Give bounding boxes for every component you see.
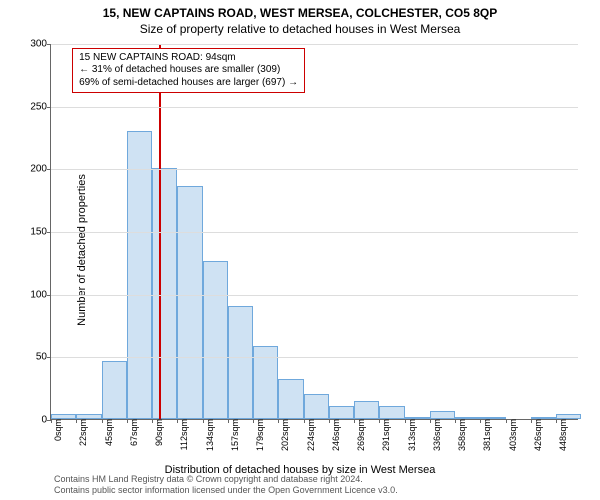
ytick-label: 50 <box>36 352 51 363</box>
xtick-label: 358sqm <box>455 419 467 451</box>
ytick-label: 200 <box>30 164 51 175</box>
histogram-bar <box>379 406 404 419</box>
xtick-label: 313sqm <box>405 419 417 451</box>
gridline <box>51 295 578 296</box>
histogram-bar <box>304 394 329 419</box>
xtick-label: 22sqm <box>76 419 88 446</box>
xtick-label: 134sqm <box>203 419 215 451</box>
xtick-label: 403sqm <box>506 419 518 451</box>
ytick-label: 0 <box>41 415 51 426</box>
xtick-label: 246sqm <box>329 419 341 451</box>
xtick-label: 45sqm <box>102 419 114 446</box>
histogram-bar <box>430 411 455 419</box>
xtick-label: 448sqm <box>556 419 568 451</box>
gridline <box>51 357 578 358</box>
title-block: 15, NEW CAPTAINS ROAD, WEST MERSEA, COLC… <box>0 0 600 36</box>
annotation-line-3: 69% of semi-detached houses are larger (… <box>79 77 298 90</box>
annotation-line-2: ← 31% of detached houses are smaller (30… <box>79 64 298 77</box>
xtick-label: 0sqm <box>51 419 63 441</box>
ytick-label: 100 <box>30 289 51 300</box>
histogram-bar <box>354 401 379 419</box>
histogram-bar <box>329 406 354 419</box>
gridline <box>51 107 578 108</box>
ytick-label: 300 <box>30 39 51 50</box>
xtick-label: 336sqm <box>430 419 442 451</box>
xtick-label: 269sqm <box>354 419 366 451</box>
xtick-label: 426sqm <box>531 419 543 451</box>
ytick-label: 150 <box>30 227 51 238</box>
ytick-label: 250 <box>30 101 51 112</box>
histogram-bar <box>278 379 303 419</box>
xtick-label: 112sqm <box>177 419 189 450</box>
xtick-label: 291sqm <box>379 419 391 451</box>
plot-area: 15 NEW CAPTAINS ROAD: 94sqm ← 31% of det… <box>50 44 578 420</box>
gridline <box>51 169 578 170</box>
annotation-line-1: 15 NEW CAPTAINS ROAD: 94sqm <box>79 52 298 65</box>
footer-line-1: Contains HM Land Registry data © Crown c… <box>54 474 398 485</box>
xtick-label: 202sqm <box>278 419 290 451</box>
chart: 15 NEW CAPTAINS ROAD: 94sqm ← 31% of det… <box>50 44 578 420</box>
xtick-label: 381sqm <box>480 419 492 451</box>
footer: Contains HM Land Registry data © Crown c… <box>54 474 398 496</box>
histogram-bar <box>102 361 127 419</box>
title-main: 15, NEW CAPTAINS ROAD, WEST MERSEA, COLC… <box>0 6 600 20</box>
xtick-label: 90sqm <box>152 419 164 446</box>
histogram-bar <box>228 306 253 419</box>
gridline <box>51 232 578 233</box>
xtick-label: 157sqm <box>228 419 240 451</box>
histogram-bar <box>203 261 228 419</box>
xtick-label: 67sqm <box>127 419 139 446</box>
histogram-bar <box>127 131 152 419</box>
histogram-bar <box>177 186 202 419</box>
xtick-label: 179sqm <box>253 419 265 451</box>
title-sub: Size of property relative to detached ho… <box>0 22 600 36</box>
footer-line-2: Contains public sector information licen… <box>54 485 398 496</box>
annotation-box: 15 NEW CAPTAINS ROAD: 94sqm ← 31% of det… <box>72 48 305 94</box>
gridline <box>51 44 578 45</box>
xtick-label: 224sqm <box>304 419 316 451</box>
